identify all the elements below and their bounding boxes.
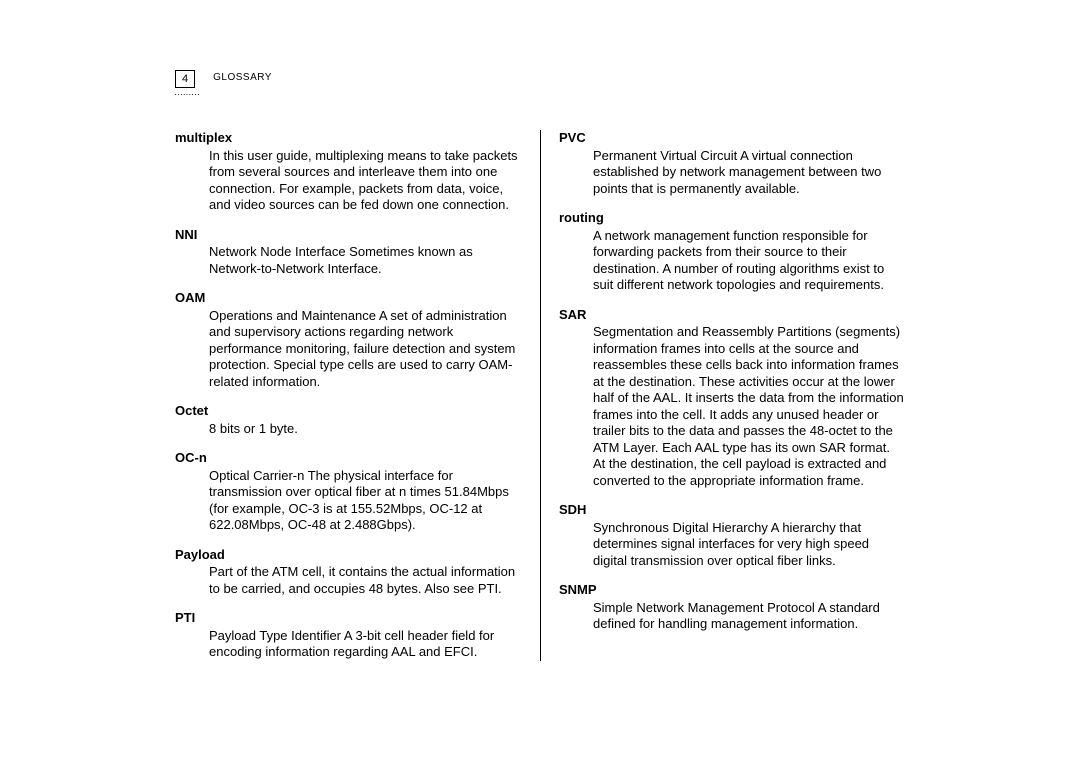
glossary-entry: PTIPayload Type Identifier A 3-bit cell … [175,610,525,661]
glossary-definition: 8 bits or 1 byte. [175,421,525,438]
two-column-layout: multiplexIn this user guide, multiplexin… [175,130,935,661]
glossary-term: Octet [175,403,525,420]
glossary-entry: NNINetwork Node Interface Sometimes know… [175,227,525,278]
glossary-term: routing [559,210,905,227]
header-dots: ……… [174,87,200,97]
section-label: GLOSSARY [199,70,272,83]
glossary-term: PVC [559,130,905,147]
glossary-entry: OC-nOptical Carrier-n The physical inter… [175,450,525,534]
glossary-page: 4 ……… GLOSSARY multiplexIn this user gui… [175,70,935,661]
glossary-definition: In this user guide, multiplexing means t… [175,148,525,214]
glossary-entry: routingA network management function res… [559,210,905,294]
glossary-definition: Part of the ATM cell, it contains the ac… [175,564,525,597]
glossary-definition: Payload Type Identifier A 3-bit cell hea… [175,628,525,661]
glossary-definition: Optical Carrier-n The physical interface… [175,468,525,534]
glossary-entry: multiplexIn this user guide, multiplexin… [175,130,525,214]
glossary-term: Payload [175,547,525,564]
glossary-term: OAM [175,290,525,307]
page-header: 4 ……… GLOSSARY [175,70,935,88]
glossary-definition: A network management function responsibl… [559,228,905,294]
glossary-entry: Octet8 bits or 1 byte. [175,403,525,437]
glossary-term: NNI [175,227,525,244]
glossary-term: PTI [175,610,525,627]
right-column: PVCPermanent Virtual Circuit A virtual c… [540,130,905,661]
glossary-entry: PayloadPart of the ATM cell, it contains… [175,547,525,598]
glossary-entry: SARSegmentation and Reassembly Partition… [559,307,905,490]
glossary-definition: Synchronous Digital Hierarchy A hierarch… [559,520,905,570]
glossary-definition: Permanent Virtual Circuit A virtual conn… [559,148,905,198]
glossary-term: SAR [559,307,905,324]
glossary-term: SNMP [559,582,905,599]
glossary-entry: SNMPSimple Network Management Protocol A… [559,582,905,633]
glossary-definition: Network Node Interface Sometimes known a… [175,244,525,277]
left-column: multiplexIn this user guide, multiplexin… [175,130,540,661]
glossary-entry: OAMOperations and Maintenance A set of a… [175,290,525,390]
page-number: 4 [175,70,195,88]
glossary-entry: SDHSynchronous Digital Hierarchy A hiera… [559,502,905,569]
glossary-definition: Simple Network Management Protocol A sta… [559,600,905,633]
glossary-entry: PVCPermanent Virtual Circuit A virtual c… [559,130,905,197]
glossary-term: OC-n [175,450,525,467]
glossary-definition: Segmentation and Reassembly Partitions (… [559,324,905,489]
glossary-term: SDH [559,502,905,519]
glossary-definition: Operations and Maintenance A set of admi… [175,308,525,391]
glossary-term: multiplex [175,130,525,147]
